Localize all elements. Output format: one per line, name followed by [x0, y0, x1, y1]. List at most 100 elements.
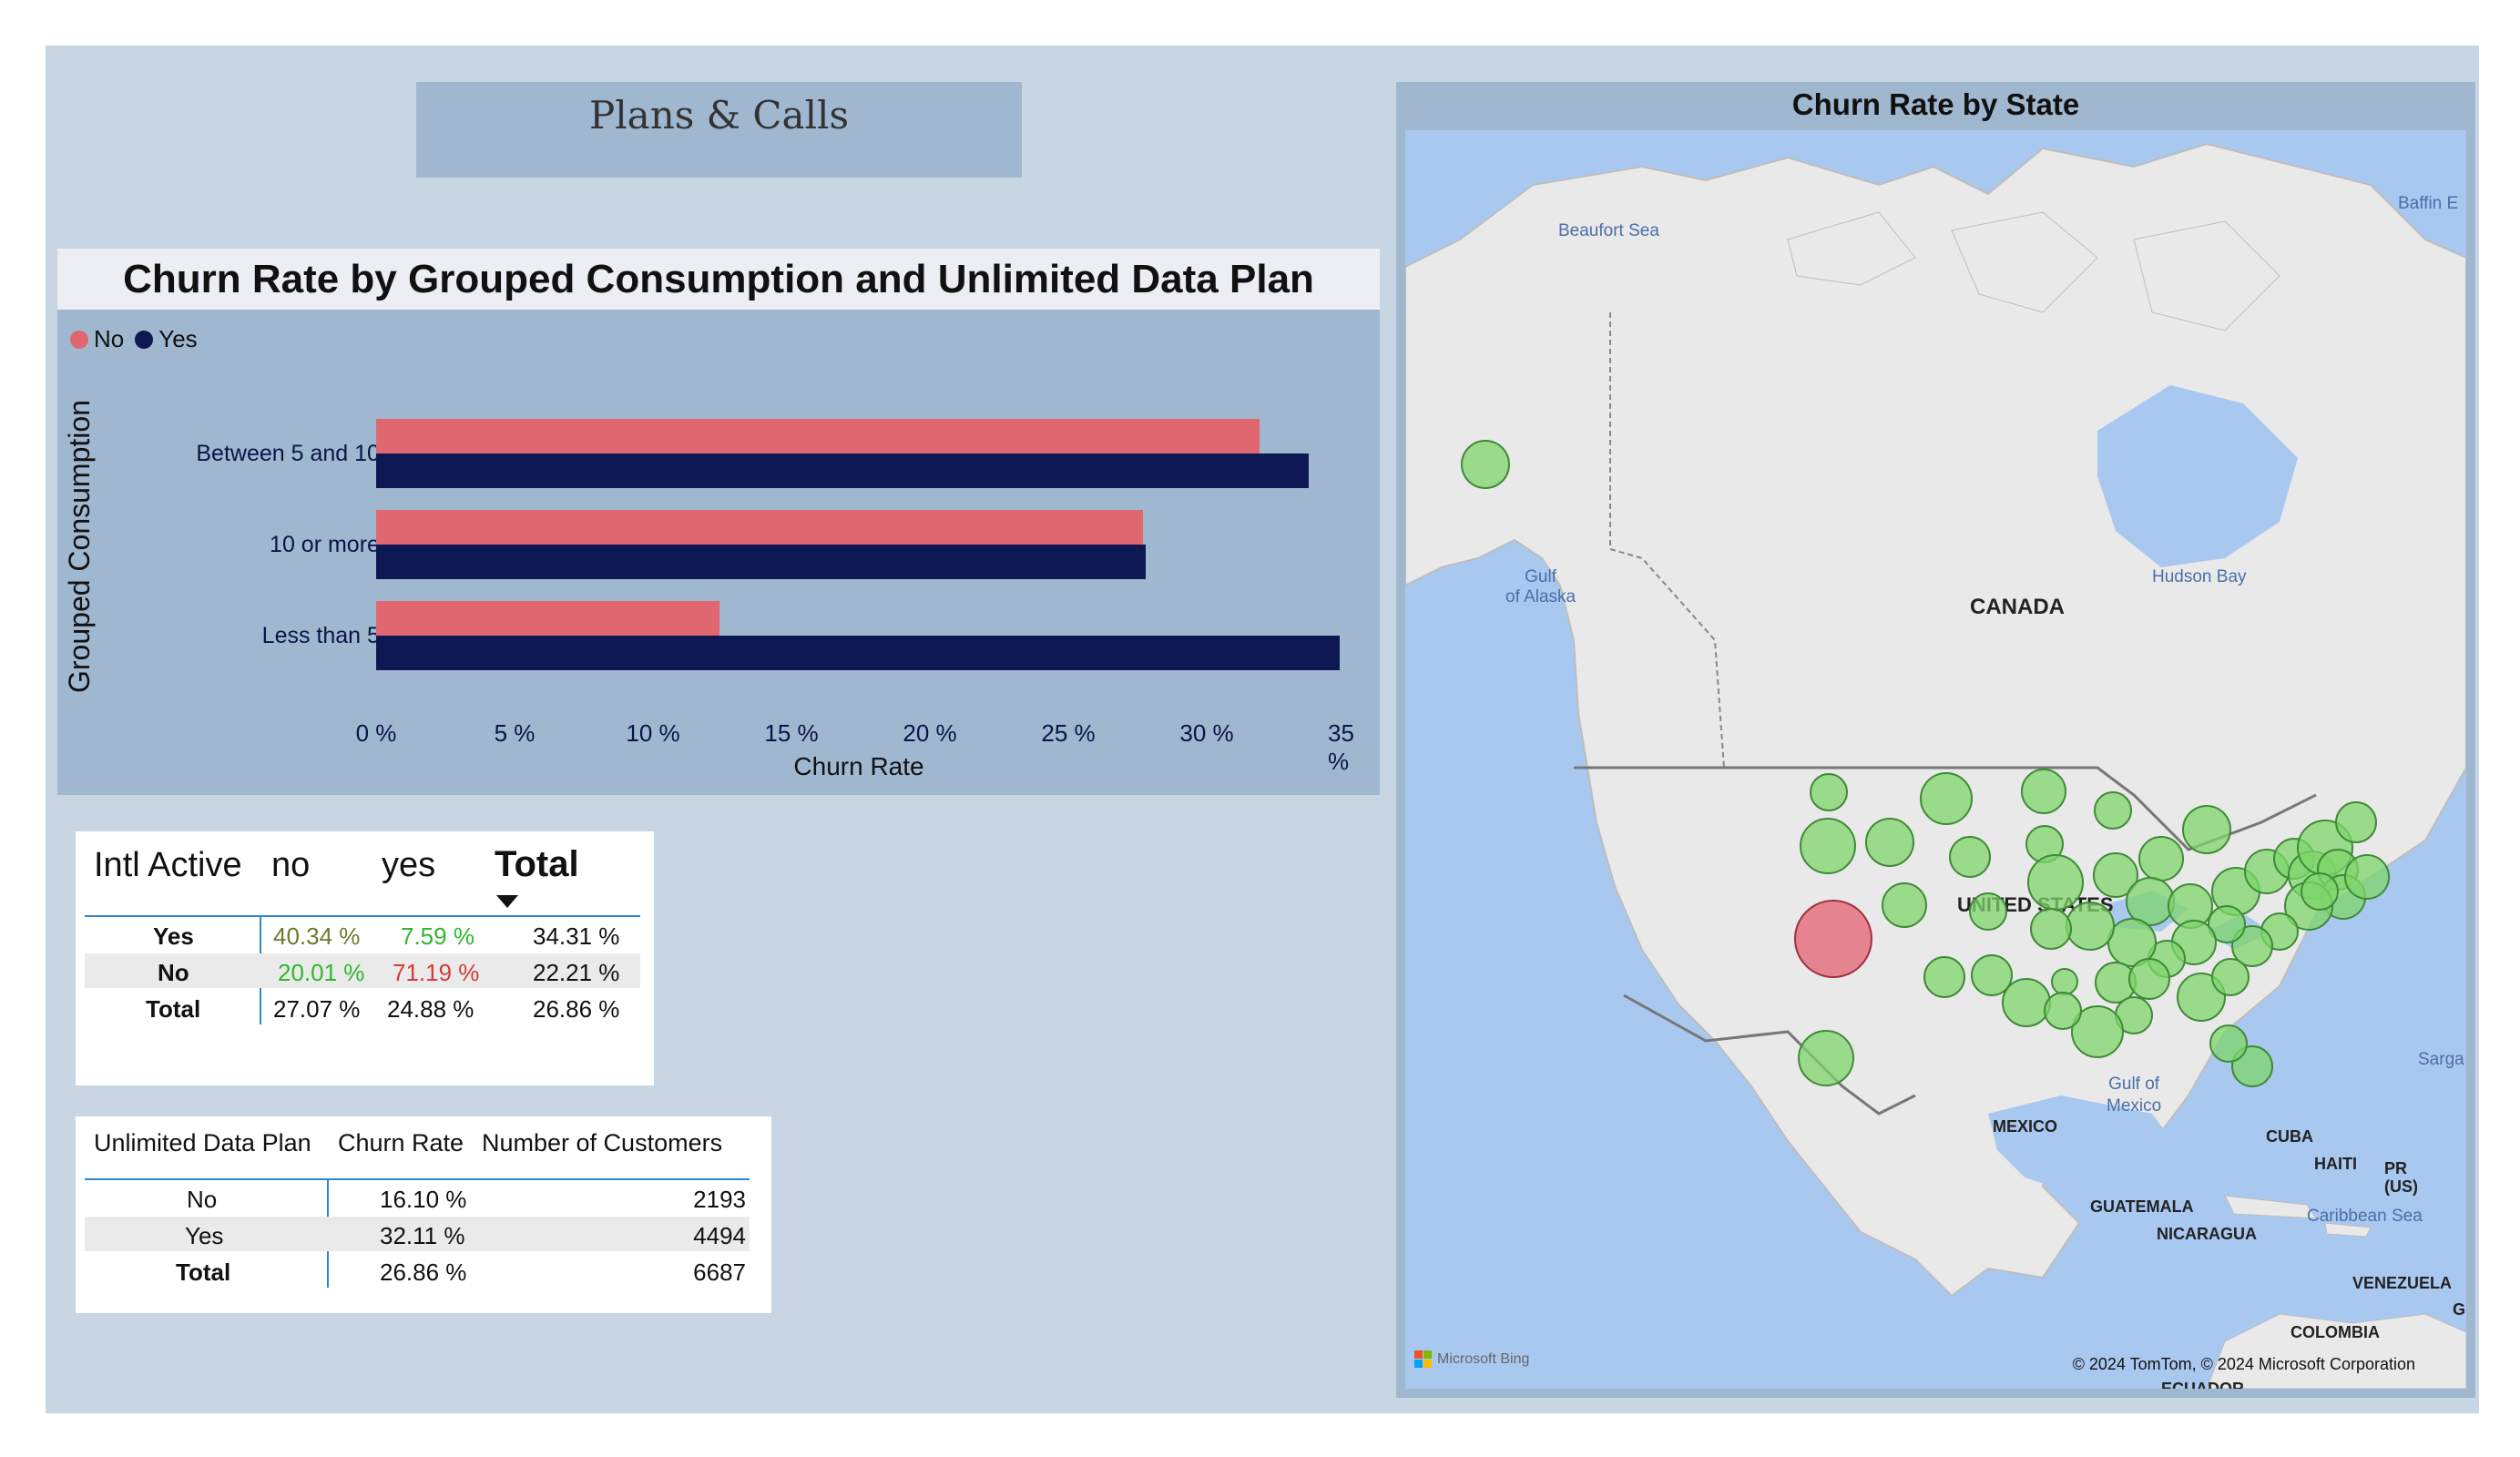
state-bubble[interactable] — [1920, 772, 1973, 825]
cell-value: 22.21 % — [533, 959, 620, 986]
y-axis-label: Grouped Consumption — [63, 400, 96, 693]
state-bubble[interactable] — [2002, 978, 2051, 1027]
page-title: Plans & Calls — [588, 93, 850, 138]
intl-active-matrix[interactable]: Intl Active no yes Total Yes 40.34 % 7.5… — [76, 831, 654, 1085]
state-bubble[interactable] — [1810, 773, 1848, 811]
bar-no-1[interactable] — [376, 419, 1260, 453]
state-bubble[interactable] — [2177, 973, 2226, 1022]
map-title: Churn Rate by State — [1791, 87, 2080, 121]
cell-value: 34.31 % — [533, 922, 620, 950]
state-bubble[interactable] — [2209, 1024, 2248, 1063]
state-bubble[interactable] — [2344, 854, 2390, 900]
unlimited-plan-table[interactable]: Unlimited Data Plan Churn Rate Number of… — [76, 1116, 771, 1313]
map-label-pr: PR (US) — [2384, 1159, 2418, 1196]
state-bubble[interactable] — [1798, 1030, 1854, 1086]
row-label: Yes — [153, 922, 194, 950]
map-label-gulf-alaska: Gulf of Alaska — [1505, 567, 1576, 606]
chart-title-bar: Churn Rate by Grouped Consumption and Un… — [57, 249, 1380, 310]
state-bubble[interactable] — [2138, 836, 2184, 881]
x-tick-30: 30 % — [1179, 719, 1234, 747]
map-label-colombia: COLOMBIA — [2290, 1323, 2380, 1341]
header-no[interactable]: no — [271, 846, 311, 884]
row-stripe — [85, 953, 640, 988]
state-bubble[interactable] — [2093, 852, 2138, 898]
legend-yes-dot — [135, 330, 154, 349]
state-bubble[interactable] — [2030, 908, 2072, 950]
col-header-count[interactable]: Number of Customers — [482, 1129, 723, 1156]
map-canvas[interactable]: Beaufort Sea Baffin E Gulf of Alaska Huds… — [1405, 130, 2466, 1389]
state-bubble[interactable] — [1971, 954, 2013, 996]
chart-legend[interactable]: No Yes — [70, 325, 198, 353]
state-bubble[interactable] — [2128, 958, 2170, 1000]
chart-title: Churn Rate by Grouped Consumption and Un… — [123, 256, 1314, 301]
map-attribution[interactable]: © 2024 TomTom, © 2024 Microsoft Corporat… — [2072, 1355, 2415, 1373]
row-label: No — [158, 959, 189, 986]
state-bubble[interactable] — [1800, 818, 1856, 874]
map-label-ecuador: ECUADOR — [2161, 1380, 2245, 1389]
state-bubble[interactable] — [2335, 801, 2377, 843]
map-label-hudson: Hudson Bay — [2152, 567, 2247, 586]
state-bubble[interactable] — [2182, 805, 2231, 854]
sort-desc-icon[interactable] — [496, 895, 518, 908]
state-bubble[interactable] — [2094, 791, 2132, 830]
bubble-layer — [1461, 440, 2390, 1087]
x-axis-label: Churn Rate — [793, 752, 924, 780]
churn-bar-chart[interactable]: Churn Rate by Grouped Consumption and Un… — [57, 249, 1380, 795]
state-bubble[interactable] — [2071, 1005, 2124, 1058]
map-label-cuba: CUBA — [2266, 1127, 2313, 1146]
col-header-plan[interactable]: Unlimited Data Plan — [94, 1129, 311, 1156]
cell-value: 7.59 % — [401, 922, 474, 950]
x-tick-20: 20 % — [903, 719, 957, 747]
state-bubble-high-churn[interactable] — [1794, 900, 1872, 978]
bar-yes-3[interactable] — [376, 636, 1340, 670]
header-yes[interactable]: yes — [382, 846, 436, 884]
state-bubble[interactable] — [2066, 902, 2115, 951]
row-label: Total — [176, 1258, 231, 1286]
x-tick-25: 25 % — [1041, 719, 1096, 747]
cell-value: 6687 — [693, 1258, 746, 1286]
state-bubble[interactable] — [2301, 872, 2339, 911]
x-tick-5: 5 % — [494, 719, 536, 747]
x-tick-15: 15 % — [764, 719, 819, 747]
map-label-caribbean: Caribbean Sea — [2307, 1207, 2423, 1226]
map-label-nicaragua: NICARAGUA — [2157, 1225, 2257, 1243]
state-bubble[interactable] — [2231, 925, 2273, 967]
churn-map-visual[interactable]: Churn Rate by State Beaufort — [1396, 82, 2475, 1398]
bar-yes-2[interactable] — [376, 545, 1147, 579]
state-bubble[interactable] — [1461, 440, 1510, 489]
state-bubble[interactable] — [1865, 818, 1914, 867]
cell-value: 20.01 % — [278, 959, 365, 986]
page-title-box: Plans & Calls — [416, 82, 1022, 178]
cell-value: 26.86 % — [380, 1258, 467, 1286]
state-bubble[interactable] — [1949, 836, 1991, 878]
state-bubble[interactable] — [1923, 956, 1965, 998]
x-tick-35: 35 % — [1328, 719, 1354, 775]
cell-value: 24.88 % — [387, 995, 474, 1023]
row-label: Yes — [185, 1222, 224, 1249]
bar-no-3[interactable] — [376, 601, 719, 636]
state-bubble[interactable] — [2051, 968, 2078, 995]
bing-logo: Microsoft Bing — [1414, 1350, 1529, 1368]
state-bubble[interactable] — [1882, 882, 1927, 928]
x-tick-0: 0 % — [355, 719, 397, 747]
header-total[interactable]: Total — [495, 844, 579, 884]
cell-value: 71.19 % — [393, 959, 480, 986]
state-bubble[interactable] — [2208, 905, 2246, 943]
state-bubble[interactable] — [2027, 854, 2084, 911]
col-header-rate[interactable]: Churn Rate — [338, 1129, 464, 1156]
state-bubble[interactable] — [2044, 992, 2082, 1030]
state-bubble[interactable] — [2211, 958, 2250, 996]
cell-value: 27.07 % — [273, 995, 361, 1023]
legend-no-dot — [70, 330, 88, 349]
bar-yes-1[interactable] — [376, 453, 1310, 488]
microsoft-logo-icon — [1414, 1350, 1432, 1368]
state-bubble[interactable] — [1969, 892, 2007, 931]
row-label: Total — [146, 995, 201, 1023]
map-label-g: G — [2453, 1300, 2466, 1319]
state-bubble[interactable] — [2021, 769, 2066, 814]
bing-logo-text: Microsoft Bing — [1437, 1350, 1530, 1367]
row-stripe — [85, 1217, 750, 1251]
bar-no-2[interactable] — [376, 510, 1144, 545]
map-label-guatemala: GUATEMALA — [2090, 1197, 2194, 1216]
legend-yes-label: Yes — [158, 325, 198, 352]
